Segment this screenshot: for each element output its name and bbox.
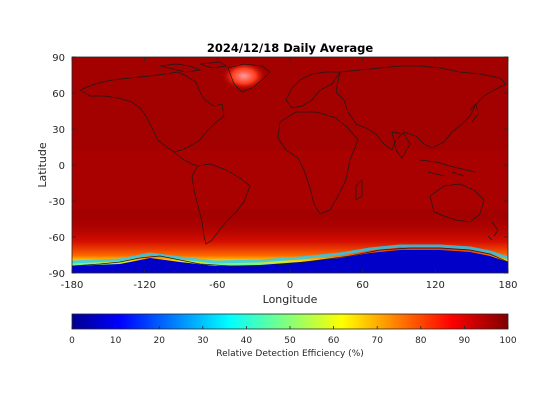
coastlines — [72, 61, 508, 267]
colorbar-tick-label: 20 — [153, 336, 165, 346]
x-tick-label: 0 — [287, 280, 293, 291]
colorbar-tick-label: 40 — [241, 336, 253, 346]
x-tick-label: -180 — [61, 280, 84, 291]
x-tick-label: 120 — [426, 280, 445, 291]
colorbar-label: Relative Detection Efficiency (%) — [216, 349, 364, 359]
colorbar-tick-label: 10 — [110, 336, 122, 346]
coast-europe — [285, 71, 341, 109]
y-axis-ticks: 90 60 30 0 -30 -60 -90 — [49, 53, 508, 280]
coast-australia — [429, 183, 485, 223]
coast-japan — [469, 103, 479, 123]
colorbar-tick-label: 70 — [371, 336, 383, 346]
map-field-antarctica — [72, 250, 508, 273]
coast-madagascar — [355, 179, 363, 201]
y-tick-label: -30 — [49, 197, 65, 208]
y-tick-label: 60 — [52, 89, 65, 100]
colorbar-tick-label: 60 — [328, 336, 340, 346]
colorbar-tick-label: 0 — [69, 336, 75, 346]
colorbar-tick-label: 80 — [415, 336, 427, 346]
y-tick-label: 30 — [52, 125, 65, 136]
coast-north-america — [79, 71, 225, 153]
y-tick-label: 90 — [52, 53, 65, 64]
map-field-band — [72, 150, 508, 210]
coast-south-america — [191, 163, 251, 245]
x-tick-label: -120 — [133, 280, 156, 291]
coast-central-america — [173, 151, 199, 167]
y-tick-label: -90 — [49, 269, 65, 280]
map-field-greenland — [222, 62, 266, 90]
coast-new-zealand — [487, 221, 499, 241]
y-tick-label: 0 — [59, 161, 65, 172]
colorbar-tick-label: 90 — [459, 336, 471, 346]
coast-asia — [335, 65, 507, 151]
map-field-antarctic-cyan-edge — [72, 244, 508, 264]
colorbar-tick-label: 100 — [499, 336, 516, 346]
x-axis-ticks: -180 -120 -60 0 60 120 180 — [61, 57, 518, 291]
coast-arctic-islands — [159, 61, 227, 73]
y-tick-label: -60 — [49, 233, 65, 244]
y-axis-label: Latitude — [36, 142, 49, 188]
coast-antarctica — [72, 247, 508, 267]
coast-india — [391, 131, 411, 159]
x-tick-label: -60 — [209, 280, 225, 291]
map-plot-area — [72, 57, 508, 273]
x-tick-label: 180 — [498, 280, 517, 291]
map-title: 2024/12/18 Daily Average — [207, 41, 374, 55]
coast-africa — [277, 111, 359, 215]
colorbar-tick-label: 30 — [197, 336, 209, 346]
colorbar-ticks: 0 10 20 30 40 50 60 70 80 90 100 — [69, 326, 517, 346]
colorbar-tick-label: 50 — [284, 336, 296, 346]
coast-greenland — [227, 63, 271, 93]
x-axis-label: Longitude — [263, 293, 318, 306]
coast-indonesia — [419, 159, 477, 177]
x-tick-label: 60 — [356, 280, 369, 291]
